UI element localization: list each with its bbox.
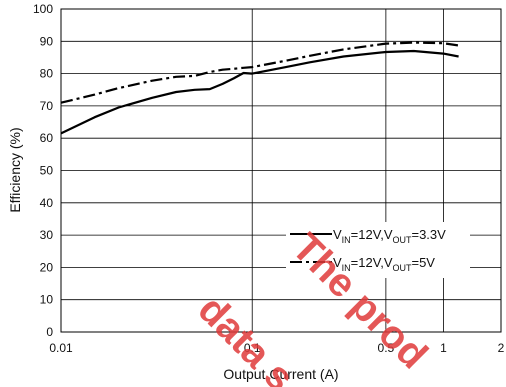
x-tick-labels: 0.01 0.1 0.5 1 2	[49, 341, 504, 355]
x-axis-title: Output Current (A)	[223, 366, 338, 382]
x-tick-label: 0.01	[49, 341, 73, 355]
x-tick-label: 1	[440, 341, 447, 355]
y-tick-label: 40	[40, 196, 54, 210]
y-tick-labels: 0 10 20 30 40 50 60 70 80 90 100	[33, 2, 53, 339]
y-tick-label: 50	[40, 164, 54, 178]
y-tick-label: 20	[40, 260, 54, 274]
legend: VIN=12V,VOUT=3.3V VIN=12V,VOUT=5V	[286, 222, 470, 278]
y-tick-label: 0	[46, 325, 53, 339]
y-tick-label: 80	[40, 67, 54, 81]
x-tick-label: 0.1	[244, 341, 261, 355]
series-layer	[60, 41, 459, 135]
legend-label-series-1: VIN=12V,VOUT=3.3V	[333, 227, 446, 245]
x-tick-label: 2	[498, 341, 505, 355]
y-tick-label: 90	[40, 34, 54, 48]
y-tick-label: 30	[40, 228, 54, 242]
plot-frame	[60, 8, 502, 333]
y-tick-label: 60	[40, 131, 54, 145]
y-tick-label: 100	[33, 2, 53, 16]
y-tick-label: 10	[40, 293, 54, 307]
series-line-1	[60, 49, 459, 135]
legend-background	[286, 222, 470, 278]
y-tick-label: 70	[40, 99, 54, 113]
legend-label-series-2: VIN=12V,VOUT=5V	[333, 255, 435, 273]
x-tick-label: 0.5	[378, 341, 395, 355]
y-axis-title: Efficiency (%)	[7, 127, 23, 212]
